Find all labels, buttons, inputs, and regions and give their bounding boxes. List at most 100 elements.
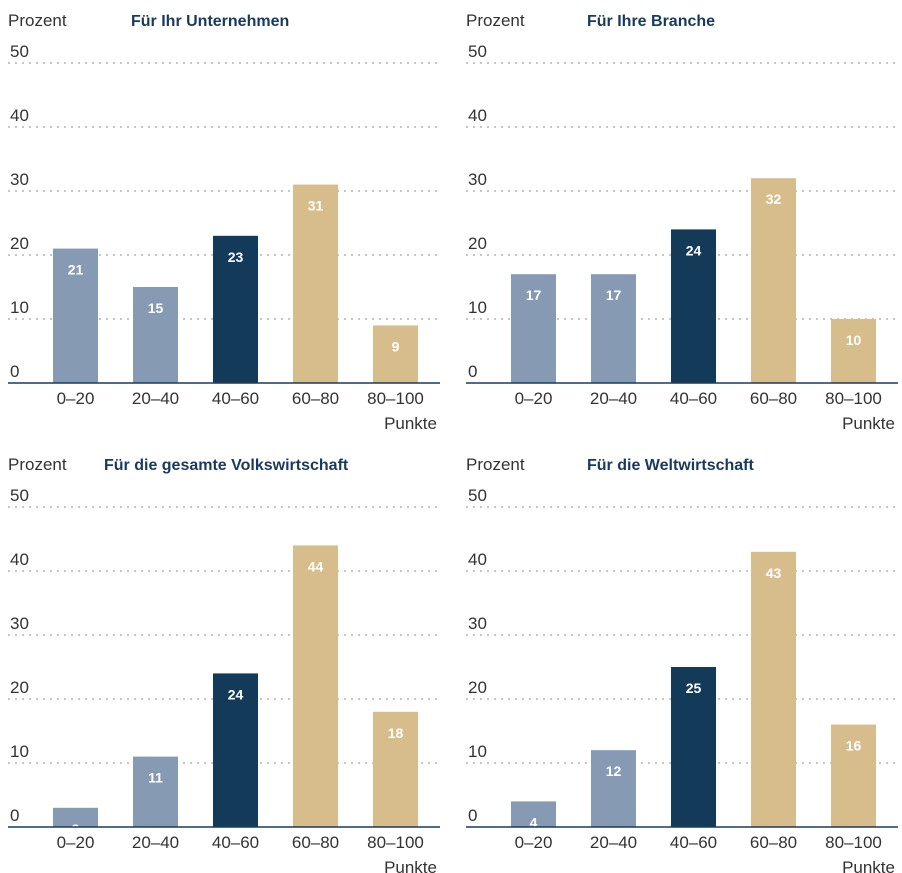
x-tick-label: 80–100 — [825, 389, 882, 408]
bar-0–20 — [511, 274, 556, 383]
y-axis-label: Prozent — [8, 11, 67, 30]
data-label: 43 — [766, 565, 782, 581]
data-label: 21 — [68, 262, 84, 278]
y-tick-label: 30 — [10, 170, 29, 189]
x-tick-label: 20–40 — [132, 833, 179, 852]
chart-panel-2: Prozent Für Ihre Branche 0 10 20 30 40 50 17 0–20… — [466, 11, 898, 433]
chart-panel-3: Prozent Für die gesamte Volkswirtschaft 0 1… — [8, 455, 440, 873]
data-label: 44 — [308, 558, 324, 574]
x-tick-label: 60–80 — [750, 833, 797, 852]
bar-60–80 — [751, 551, 796, 827]
y-axis-label: Prozent — [466, 11, 525, 30]
data-label: 32 — [766, 191, 782, 207]
y-tick-label: 20 — [10, 234, 29, 253]
chart-panel-1: Prozent Für Ihr Unternehmen 0 10 20 30 40 50 21 0… — [8, 11, 440, 433]
data-label: 17 — [526, 287, 542, 303]
chart-title: Für die Weltwirtschaft — [587, 457, 755, 474]
x-tick-label: 0–20 — [57, 389, 95, 408]
bar-0–20 — [53, 248, 98, 383]
bar-60–80 — [293, 545, 338, 827]
bar-20–40 — [591, 274, 636, 383]
data-label: 31 — [308, 198, 324, 214]
x-tick-label: 80–100 — [825, 833, 882, 852]
data-label: 10 — [846, 332, 862, 348]
data-label: 25 — [686, 680, 702, 696]
x-tick-label: 20–40 — [132, 389, 179, 408]
y-tick-label: 10 — [468, 742, 487, 761]
y-tick-label: 50 — [10, 42, 29, 61]
y-axis-label: Prozent — [8, 455, 67, 474]
bar-80–100 — [831, 724, 876, 827]
y-tick-label: 50 — [468, 42, 487, 61]
data-label: 11 — [148, 770, 163, 786]
x-tick-label: 0–20 — [515, 389, 553, 408]
y-tick-label: 0 — [468, 806, 477, 825]
bar-20–40 — [133, 287, 178, 383]
y-tick-label: 20 — [468, 678, 487, 697]
chart-title: Für die gesamte Volkswirtschaft — [104, 457, 349, 474]
x-tick-label: 40–60 — [212, 833, 259, 852]
x-tick-label: 20–40 — [590, 389, 637, 408]
data-label: 12 — [606, 763, 622, 779]
data-label: 23 — [228, 249, 244, 265]
x-axis-label: Punkte — [842, 858, 895, 873]
y-tick-label: 50 — [468, 486, 487, 505]
x-axis-label: Punkte — [384, 414, 437, 433]
bar-60–80 — [751, 178, 796, 383]
y-tick-label: 40 — [468, 106, 487, 125]
x-tick-label: 80–100 — [367, 389, 424, 408]
data-label: 24 — [228, 686, 244, 702]
y-tick-label: 10 — [10, 742, 29, 761]
y-tick-label: 20 — [468, 234, 487, 253]
y-axis-label: Prozent — [466, 455, 525, 474]
x-tick-label: 40–60 — [212, 389, 259, 408]
bar-40–60 — [671, 667, 716, 827]
bar-20–40 — [591, 750, 636, 827]
y-tick-label: 10 — [10, 298, 29, 317]
bar-0–20 — [511, 801, 556, 827]
bar-20–40 — [133, 756, 178, 827]
data-label: 3 — [72, 821, 80, 837]
y-tick-label: 30 — [10, 614, 29, 633]
bar-40–60 — [213, 673, 258, 827]
bar-80–100 — [373, 325, 418, 383]
y-tick-label: 40 — [10, 550, 29, 569]
y-tick-label: 0 — [468, 362, 477, 381]
bar-60–80 — [293, 184, 338, 383]
data-label: 9 — [392, 338, 400, 354]
y-tick-label: 50 — [10, 486, 29, 505]
x-tick-label: 60–80 — [292, 389, 339, 408]
x-tick-label: 60–80 — [292, 833, 339, 852]
y-tick-label: 0 — [10, 806, 19, 825]
y-tick-label: 30 — [468, 170, 487, 189]
y-tick-label: 40 — [10, 106, 29, 125]
data-label: 18 — [388, 725, 404, 741]
y-tick-label: 30 — [468, 614, 487, 633]
data-label: 16 — [846, 738, 862, 754]
x-tick-label: 60–80 — [750, 389, 797, 408]
y-tick-label: 20 — [10, 678, 29, 697]
x-tick-label: 40–60 — [670, 389, 717, 408]
bar-80–100 — [373, 711, 418, 827]
bar-40–60 — [213, 235, 258, 383]
bar-80–100 — [831, 319, 876, 383]
y-tick-label: 0 — [10, 362, 19, 381]
data-label: 17 — [606, 287, 622, 303]
x-tick-label: 20–40 — [590, 833, 637, 852]
bar-0–20 — [53, 807, 98, 827]
data-label: 24 — [686, 242, 702, 258]
data-label: 4 — [530, 814, 538, 830]
bar-40–60 — [671, 229, 716, 383]
chart-title: Für Ihre Branche — [587, 13, 715, 30]
data-label: 15 — [148, 300, 164, 316]
chart-panel-4: Prozent Für die Weltwirtschaft 0 10 20 30 40 50… — [466, 455, 898, 873]
chart-title: Für Ihr Unternehmen — [131, 13, 289, 30]
x-axis-label: Punkte — [842, 414, 895, 433]
x-tick-label: 80–100 — [367, 833, 424, 852]
x-tick-label: 0–20 — [515, 833, 553, 852]
y-tick-label: 10 — [468, 298, 487, 317]
x-tick-label: 40–60 — [670, 833, 717, 852]
y-tick-label: 40 — [468, 550, 487, 569]
x-tick-label: 0–20 — [57, 833, 95, 852]
